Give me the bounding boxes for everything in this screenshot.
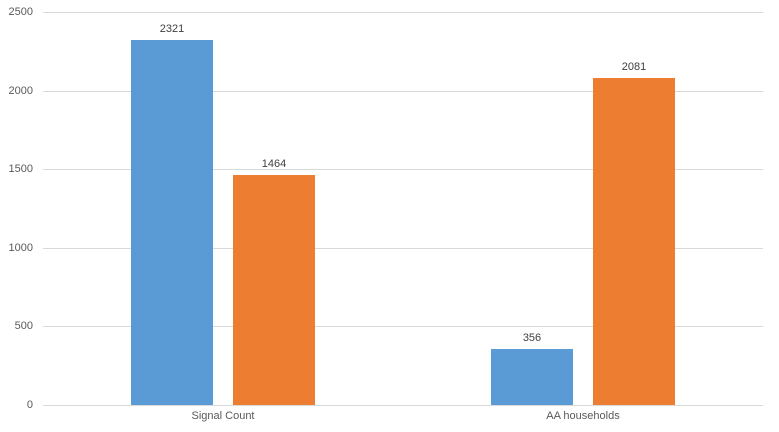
x-axis-category-label: AA households <box>546 410 620 422</box>
bar-value-label: 2321 <box>159 23 185 35</box>
gridline <box>43 169 763 170</box>
bar-signal-count-series-2 <box>233 175 315 405</box>
bar-value-label: 1464 <box>261 158 287 170</box>
gridline <box>43 248 763 249</box>
bar-aa-households-series-2 <box>593 78 675 405</box>
y-axis-tick-label: 500 <box>14 320 33 332</box>
y-axis-tick-label: 2000 <box>8 85 33 97</box>
bar-value-label: 356 <box>522 332 542 344</box>
y-axis-tick-label: 0 <box>26 399 33 411</box>
bar-signal-count-series-1 <box>131 40 213 405</box>
gridline <box>43 326 763 327</box>
x-axis-category-label: Signal Count <box>191 410 255 422</box>
x-axis-line <box>43 405 763 406</box>
y-axis-tick-label: 1500 <box>8 163 33 175</box>
plot-area: 2321 356 1464 2081 <box>43 12 763 406</box>
bar-aa-households-series-1 <box>491 349 573 405</box>
y-axis-tick-label: 2500 <box>8 6 33 18</box>
gridline <box>43 12 763 13</box>
gridline <box>43 91 763 92</box>
bar-value-label: 2081 <box>621 61 647 73</box>
y-axis-tick-label: 1000 <box>8 242 33 254</box>
